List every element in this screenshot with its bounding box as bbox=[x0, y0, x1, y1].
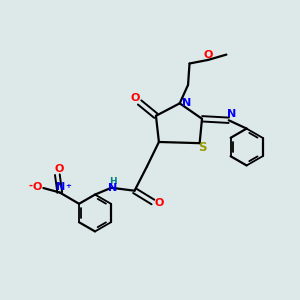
Text: O: O bbox=[32, 182, 41, 192]
Text: N: N bbox=[56, 182, 65, 192]
Text: O: O bbox=[54, 164, 64, 174]
Text: N: N bbox=[108, 183, 117, 193]
Text: O: O bbox=[131, 93, 140, 103]
Text: -: - bbox=[28, 181, 32, 191]
Text: +: + bbox=[66, 183, 72, 189]
Text: O: O bbox=[204, 50, 213, 60]
Text: O: O bbox=[155, 199, 164, 208]
Text: S: S bbox=[198, 141, 207, 154]
Text: H: H bbox=[109, 177, 116, 186]
Text: N: N bbox=[182, 98, 191, 108]
Text: N: N bbox=[227, 109, 236, 119]
